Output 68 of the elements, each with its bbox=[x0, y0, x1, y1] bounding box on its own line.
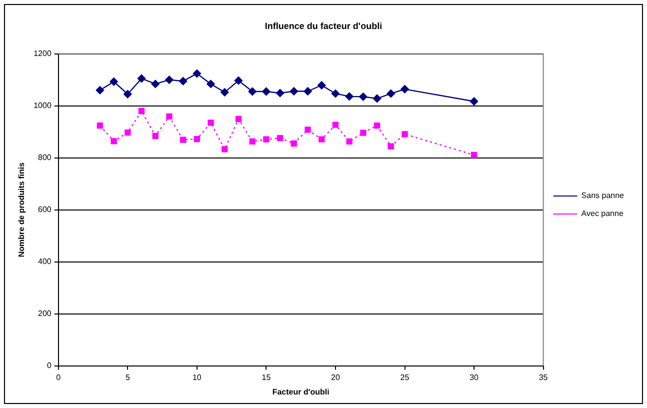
point bbox=[235, 116, 242, 122]
point bbox=[152, 132, 158, 140]
point bbox=[386, 89, 395, 98]
point bbox=[137, 74, 146, 83]
y-tick-label: 400 bbox=[38, 257, 52, 266]
point bbox=[388, 143, 394, 150]
x-tick-label: 30 bbox=[470, 372, 480, 382]
point bbox=[124, 130, 131, 136]
point bbox=[110, 78, 118, 86]
y-tick-label: 1000 bbox=[34, 101, 52, 110]
point bbox=[151, 80, 160, 88]
point bbox=[372, 94, 382, 103]
point bbox=[110, 138, 117, 144]
point bbox=[304, 126, 311, 133]
point bbox=[318, 136, 325, 142]
point bbox=[180, 136, 186, 143]
point bbox=[346, 138, 352, 144]
y-tick-label: 600 bbox=[38, 205, 52, 214]
point bbox=[400, 85, 409, 94]
point bbox=[290, 140, 297, 147]
point bbox=[331, 89, 340, 98]
point bbox=[220, 88, 229, 96]
point bbox=[470, 152, 478, 158]
x-axis-title: Facteur d'oubli bbox=[272, 387, 330, 396]
point bbox=[470, 97, 478, 106]
x-tick-label: 15 bbox=[262, 372, 272, 382]
y-tick-label: 200 bbox=[38, 309, 52, 318]
point bbox=[276, 134, 284, 142]
x-tick-label: 35 bbox=[538, 372, 548, 382]
point bbox=[359, 92, 368, 101]
point bbox=[290, 87, 298, 96]
x-tick-label: 0 bbox=[56, 372, 62, 382]
point bbox=[96, 86, 104, 94]
point bbox=[166, 113, 172, 120]
point bbox=[276, 88, 284, 98]
point bbox=[345, 92, 354, 101]
point bbox=[263, 136, 270, 142]
legend-label: Sans panne bbox=[581, 191, 625, 200]
x-tick-label: 20 bbox=[331, 372, 340, 382]
point bbox=[138, 108, 145, 114]
point bbox=[178, 77, 188, 86]
x-tick-label: 5 bbox=[125, 372, 130, 382]
y-axis-title: Nombre de produits finis bbox=[17, 162, 26, 258]
point bbox=[194, 136, 200, 142]
point bbox=[222, 146, 228, 152]
chart-title: Influence du facteur d'oubli bbox=[264, 20, 382, 31]
x-tick-label: 10 bbox=[192, 372, 202, 382]
point bbox=[192, 69, 202, 78]
point bbox=[208, 120, 214, 126]
point bbox=[262, 87, 270, 96]
point bbox=[234, 76, 243, 85]
point bbox=[318, 81, 326, 90]
point bbox=[304, 87, 312, 96]
x-tick-label: 25 bbox=[400, 372, 410, 382]
point bbox=[206, 80, 215, 88]
legend-label: Avec panne bbox=[581, 209, 624, 218]
point bbox=[96, 122, 104, 129]
y-tick-label: 1200 bbox=[34, 49, 52, 58]
y-tick-label: 800 bbox=[38, 153, 52, 162]
point bbox=[165, 76, 174, 84]
point bbox=[360, 130, 366, 136]
point bbox=[332, 122, 339, 128]
point bbox=[248, 87, 256, 96]
point bbox=[124, 90, 132, 98]
point bbox=[374, 122, 380, 129]
point bbox=[402, 131, 408, 138]
y-tick-label: 0 bbox=[46, 361, 52, 370]
point bbox=[249, 138, 256, 144]
